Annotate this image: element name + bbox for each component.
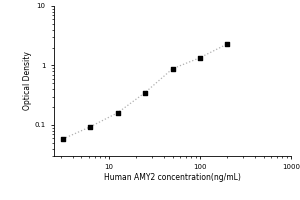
Point bbox=[197, 56, 202, 59]
Point bbox=[143, 91, 148, 94]
Point bbox=[88, 125, 93, 128]
Point bbox=[225, 42, 230, 46]
X-axis label: Human AMY2 concentration(ng/mL): Human AMY2 concentration(ng/mL) bbox=[104, 173, 241, 182]
Y-axis label: Optical Density: Optical Density bbox=[22, 52, 32, 110]
Point bbox=[60, 137, 65, 141]
Point bbox=[115, 111, 120, 114]
Point bbox=[170, 67, 175, 70]
